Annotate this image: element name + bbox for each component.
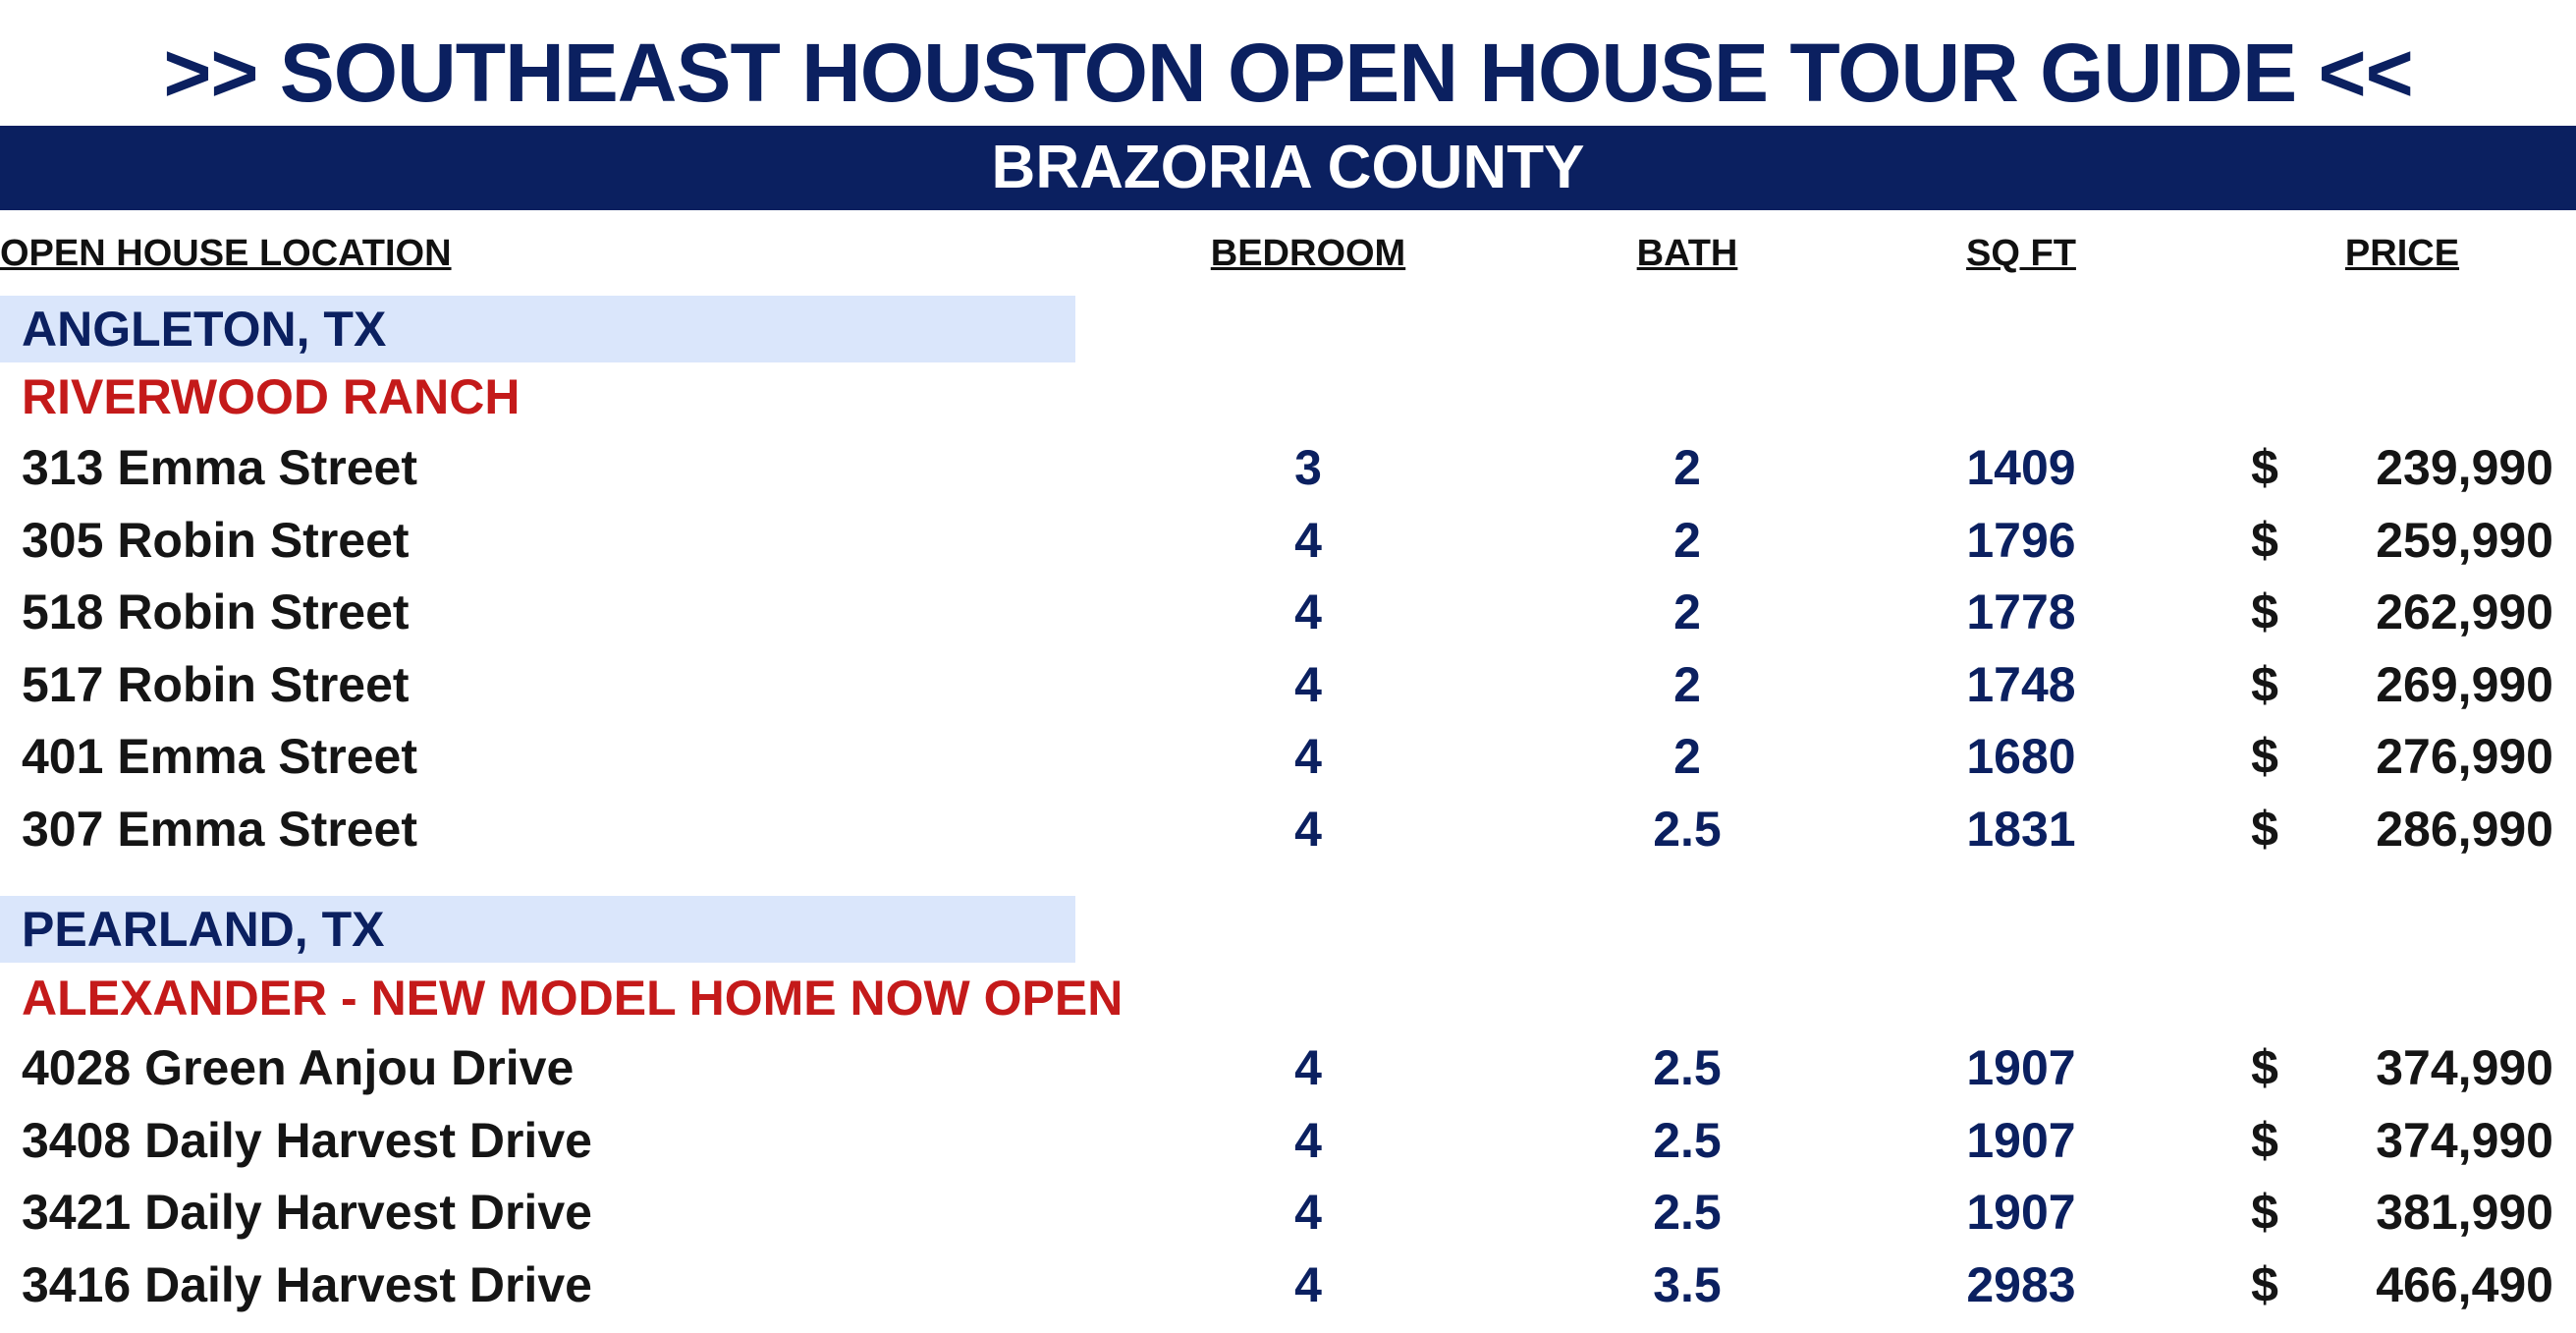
currency-symbol: $ — [2251, 657, 2278, 712]
listing-bath: 2.5 — [1653, 1113, 1722, 1168]
listing-address: 313 Emma Street — [22, 440, 418, 495]
currency-symbol: $ — [2251, 440, 2278, 495]
listing-bedroom: 4 — [1294, 513, 1322, 568]
listing-bedroom: 4 — [1294, 1113, 1322, 1168]
listing-address: 3416 Daily Harvest Drive — [22, 1257, 592, 1312]
listing-price: 286,990 — [2376, 802, 2553, 857]
listing-bedroom: 4 — [1294, 584, 1322, 639]
currency-symbol: $ — [2251, 1040, 2278, 1095]
listing-address: 518 Robin Street — [22, 584, 410, 639]
listing-row: 401 Emma Street 4 2 1680 $ 276,990 — [0, 721, 2576, 793]
listing-bedroom: 3 — [1294, 440, 1322, 495]
listing-sqft: 2983 — [1966, 1257, 2076, 1312]
listing-sqft: 1907 — [1966, 1185, 2076, 1240]
city-band-angleton: ANGLETON, TX — [0, 296, 1075, 362]
listing-bedroom: 4 — [1294, 729, 1322, 784]
listing-sqft: 1778 — [1966, 584, 2076, 639]
listing-row: 3416 Daily Harvest Drive 4 3.5 2983 $ 46… — [0, 1250, 2576, 1321]
listing-address: 401 Emma Street — [22, 729, 418, 784]
column-header-sqft: SQ FT — [1966, 233, 2076, 274]
listing-address: 517 Robin Street — [22, 657, 410, 712]
column-header-bedroom: BEDROOM — [1210, 233, 1406, 274]
listing-price: 239,990 — [2376, 440, 2553, 495]
listing-price: 466,490 — [2376, 1257, 2553, 1312]
listing-row: 4028 Green Anjou Drive 4 2.5 1907 $ 374,… — [0, 1032, 2576, 1104]
listing-bath: 2.5 — [1653, 802, 1722, 857]
listing-bath: 3.5 — [1653, 1257, 1722, 1312]
listing-bedroom: 4 — [1294, 1185, 1322, 1240]
listing-sqft: 1831 — [1966, 802, 2076, 857]
listing-sqft: 1907 — [1966, 1113, 2076, 1168]
city-band-pearland: PEARLAND, TX — [0, 896, 1075, 963]
listing-bath: 2 — [1673, 440, 1701, 495]
listing-sqft: 1796 — [1966, 513, 2076, 568]
currency-symbol: $ — [2251, 513, 2278, 568]
currency-symbol: $ — [2251, 729, 2278, 784]
listing-price: 374,990 — [2376, 1113, 2553, 1168]
listing-price: 269,990 — [2376, 657, 2553, 712]
column-header-price: PRICE — [2344, 233, 2460, 274]
page-title: >> SOUTHEAST HOUSTON OPEN HOUSE TOUR GUI… — [163, 27, 2413, 119]
listing-price: 276,990 — [2376, 729, 2553, 784]
column-header-bath: BATH — [1636, 233, 1738, 274]
listing-bath: 2.5 — [1653, 1040, 1722, 1095]
listing-bath: 2 — [1673, 584, 1701, 639]
listing-row: 517 Robin Street 4 2 1748 $ 269,990 — [0, 649, 2576, 721]
column-header-location: OPEN HOUSE LOCATION — [0, 233, 452, 274]
listing-address: 3408 Daily Harvest Drive — [22, 1113, 592, 1168]
listing-sqft: 1748 — [1966, 657, 2076, 712]
listing-address: 4028 Green Anjou Drive — [22, 1040, 575, 1095]
listing-price: 381,990 — [2376, 1185, 2553, 1240]
listing-address: 307 Emma Street — [22, 802, 418, 857]
listing-bath: 2 — [1673, 657, 1701, 712]
listing-bedroom: 4 — [1294, 1040, 1322, 1095]
listing-bedroom: 4 — [1294, 1257, 1322, 1312]
listing-row: 3421 Daily Harvest Drive 4 2.5 1907 $ 38… — [0, 1177, 2576, 1249]
listing-price: 259,990 — [2376, 513, 2553, 568]
listing-row: 305 Robin Street 4 2 1796 $ 259,990 — [0, 505, 2576, 577]
listing-row: 3408 Daily Harvest Drive 4 2.5 1907 $ 37… — [0, 1105, 2576, 1177]
community-name-alexander: ALEXANDER - NEW MODEL HOME NOW OPEN — [22, 971, 1124, 1026]
listing-bedroom: 4 — [1294, 657, 1322, 712]
listing-price: 262,990 — [2376, 584, 2553, 639]
listing-address: 305 Robin Street — [22, 513, 410, 568]
community-name-riverwood-ranch: RIVERWOOD RANCH — [22, 369, 521, 424]
county-banner: BRAZORIA COUNTY — [0, 126, 2576, 210]
currency-symbol: $ — [2251, 1113, 2278, 1168]
listing-row: 307 Emma Street 4 2.5 1831 $ 286,990 — [0, 794, 2576, 865]
listing-sqft: 1409 — [1966, 440, 2076, 495]
listing-sqft: 1907 — [1966, 1040, 2076, 1095]
listing-bath: 2 — [1673, 513, 1701, 568]
currency-symbol: $ — [2251, 1257, 2278, 1312]
listing-bath: 2 — [1673, 729, 1701, 784]
listing-price: 374,990 — [2376, 1040, 2553, 1095]
listing-row: 313 Emma Street 3 2 1409 $ 239,990 — [0, 432, 2576, 504]
listing-address: 3421 Daily Harvest Drive — [22, 1185, 592, 1240]
currency-symbol: $ — [2251, 1185, 2278, 1240]
listing-bath: 2.5 — [1653, 1185, 1722, 1240]
listing-row: 518 Robin Street 4 2 1778 $ 262,990 — [0, 577, 2576, 648]
currency-symbol: $ — [2251, 584, 2278, 639]
listing-sqft: 1680 — [1966, 729, 2076, 784]
currency-symbol: $ — [2251, 802, 2278, 857]
listing-bedroom: 4 — [1294, 802, 1322, 857]
